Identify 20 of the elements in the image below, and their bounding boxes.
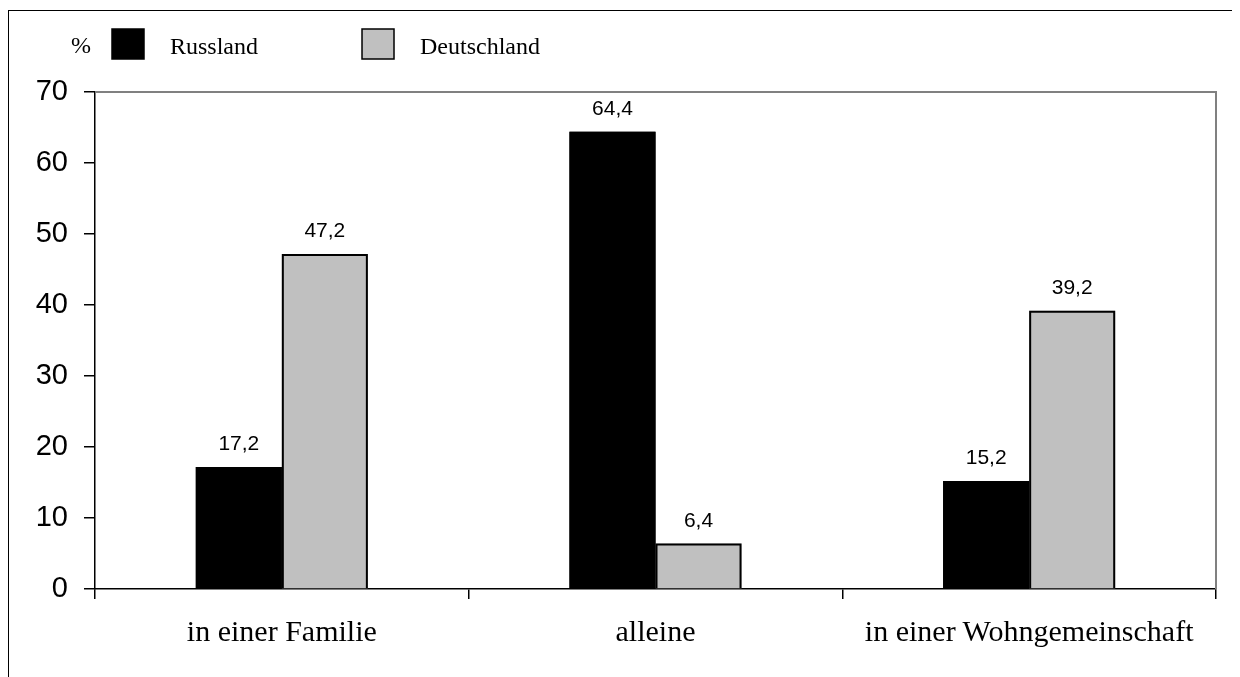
data-label: 17,2	[218, 430, 260, 454]
y-tick-label: 20	[35, 429, 68, 461]
data-label: 47,2	[304, 217, 346, 241]
x-tick-label: in einer Familie	[186, 613, 377, 647]
legend-label: Deutschland	[420, 33, 540, 59]
data-label: 39,2	[1051, 274, 1093, 298]
y-tick-label: 40	[35, 287, 68, 319]
data-label: 64,4	[592, 95, 634, 119]
x-tick-label: in einer Wohngemeinschaft	[864, 613, 1195, 647]
y-tick-label: 70	[35, 74, 68, 106]
legend-label: Russland	[170, 33, 259, 59]
x-tick-label: alleine	[615, 613, 696, 647]
data-label: 6,4	[683, 507, 714, 531]
y-axis-title: %	[71, 32, 91, 58]
y-tick-label: 60	[35, 145, 68, 177]
y-tick-label: 50	[35, 216, 68, 248]
y-tick-label: 10	[35, 500, 68, 532]
data-label: 15,2	[965, 445, 1007, 469]
y-tick-label: 30	[35, 358, 68, 390]
y-tick-label: 0	[51, 571, 68, 603]
